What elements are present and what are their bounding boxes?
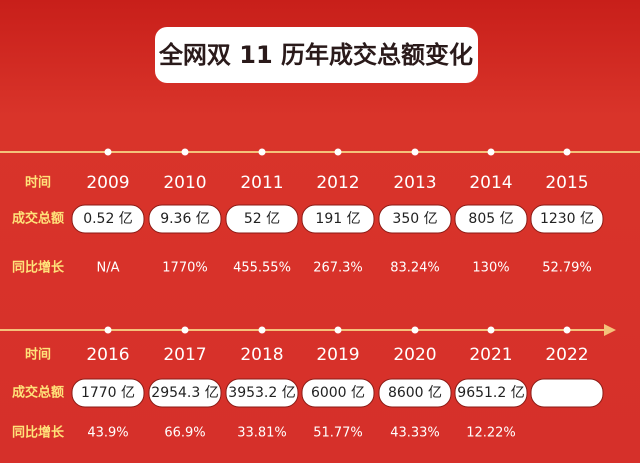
growth: 12.22% [466, 426, 516, 441]
amount-box [301, 378, 375, 408]
amount-box [378, 204, 452, 234]
amount: 9.36 亿 [160, 211, 210, 227]
amount: 9651.2 亿 [457, 385, 524, 401]
growth: 66.9% [164, 426, 205, 441]
timeline-arrow [604, 324, 616, 336]
row-label: 时间 [25, 347, 51, 363]
growth: 51.77% [313, 426, 363, 441]
growth: 52.79% [542, 261, 592, 276]
amount: 0.52 亿 [83, 211, 133, 227]
growth: 33.81% [237, 426, 287, 441]
amount-box [148, 204, 222, 234]
amount: 1230 亿 [540, 211, 594, 227]
growth: 267.3% [313, 261, 363, 276]
timeline-dot [411, 148, 419, 156]
timeline-dot [104, 326, 112, 334]
title-box [155, 27, 478, 83]
growth: N/A [97, 261, 120, 276]
amount-box [301, 204, 375, 234]
amount: 805 亿 [468, 211, 513, 227]
title: 全网双 11 历年成交总额变化 [158, 41, 473, 69]
growth: 455.55% [233, 261, 291, 276]
amount: 52 亿 [244, 211, 280, 227]
year: 2021 [469, 345, 512, 365]
amount-box [225, 204, 299, 234]
growth: 43.33% [390, 426, 440, 441]
year: 2022 [545, 345, 588, 365]
year: 2015 [545, 173, 588, 193]
amount: 3953.2 亿 [228, 385, 295, 401]
timeline-dot [487, 326, 495, 334]
row-label: 同比增长 [12, 260, 65, 276]
year: 2010 [163, 173, 206, 193]
timeline-dot [487, 148, 495, 156]
amount-box [378, 378, 452, 408]
timeline-dot [104, 148, 112, 156]
amount: 350 亿 [392, 211, 437, 227]
year: 2020 [393, 345, 436, 365]
timeline-dot [411, 326, 419, 334]
amount: 8600 亿 [388, 385, 442, 401]
timeline-dot [563, 326, 571, 334]
growth: 130% [472, 261, 509, 276]
amount-box [148, 378, 222, 408]
year: 2009 [86, 173, 129, 193]
amount: 1770 亿 [81, 385, 135, 401]
amount-box [71, 204, 145, 234]
timeline-dot [334, 148, 342, 156]
year: 2016 [86, 345, 129, 365]
year: 2012 [316, 173, 359, 193]
timeline-dot [258, 148, 266, 156]
row-label: 同比增长 [12, 425, 65, 441]
amount-box [71, 378, 145, 408]
timeline-dot [563, 148, 571, 156]
row-label: 时间 [25, 175, 51, 191]
timeline-dot [181, 148, 189, 156]
row-label: 成交总额 [12, 211, 64, 227]
year: 2017 [163, 345, 206, 365]
amount: 191 亿 [315, 211, 360, 227]
timeline-dot [181, 326, 189, 334]
amount-box [454, 204, 528, 234]
growth: 83.24% [390, 261, 440, 276]
growth: 1770% [162, 261, 207, 276]
amount-box [454, 378, 528, 408]
year: 2011 [240, 173, 283, 193]
amount-box [530, 378, 604, 408]
timeline-dot [258, 326, 266, 334]
row-label: 成交总额 [12, 385, 64, 401]
amount-box [225, 378, 299, 408]
amount: 2954.3 亿 [151, 385, 218, 401]
amount-box [530, 204, 604, 234]
year: 2014 [469, 173, 512, 193]
growth: 43.9% [87, 426, 128, 441]
year: 2018 [240, 345, 283, 365]
timeline-dot [334, 326, 342, 334]
year: 2019 [316, 345, 359, 365]
year: 2013 [393, 173, 436, 193]
amount: 6000 亿 [311, 385, 365, 401]
